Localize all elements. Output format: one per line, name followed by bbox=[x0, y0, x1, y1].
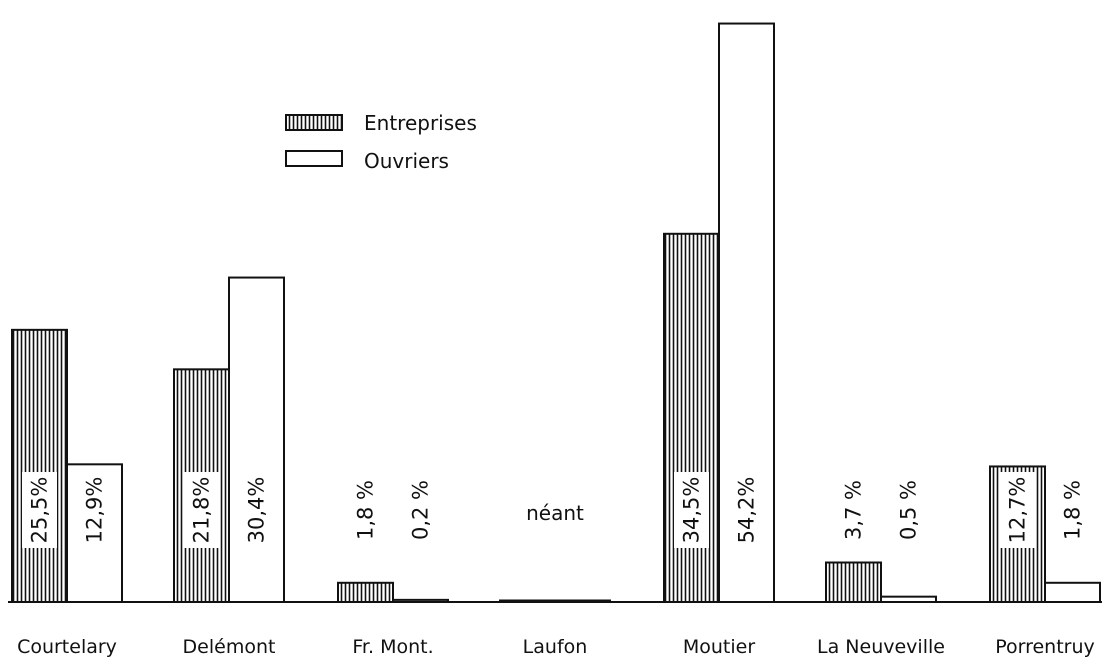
category-label-courtelary: Courtelary bbox=[17, 636, 117, 658]
data-label-backdrop bbox=[22, 472, 57, 548]
category-label-laufon: Laufon bbox=[523, 636, 588, 658]
data-label-backdrop bbox=[184, 472, 219, 548]
legend-swatch-ouvriers bbox=[285, 150, 343, 167]
category-label-porrentruy: Porrentruy bbox=[995, 636, 1095, 658]
data-label-entreprises-fr-mont: 1,8 % bbox=[354, 480, 378, 540]
category-label-delemont: Delémont bbox=[183, 636, 276, 658]
category-label-fr-mont: Fr. Mont. bbox=[352, 636, 433, 658]
bar-ouvriers-courtelary bbox=[66, 463, 123, 603]
legend: Entreprises Ouvriers bbox=[285, 111, 477, 173]
legend-label-ouvriers: Ouvriers bbox=[364, 149, 449, 173]
data-label-entreprises-courtelary: 25,5% bbox=[28, 477, 52, 544]
data-label-ouvriers-courtelary: 12,9% bbox=[83, 477, 107, 544]
annotation-laufon: néant bbox=[526, 501, 584, 525]
category-label-moutier: Moutier bbox=[683, 636, 755, 658]
data-label-entreprises-la-neuveville: 3,7 % bbox=[842, 480, 866, 540]
data-label-backdrop bbox=[674, 472, 709, 548]
category-label-la-neuveville: La Neuveville bbox=[817, 636, 945, 658]
data-label-ouvriers-delemont: 30,4% bbox=[245, 477, 269, 544]
data-label-ouvriers-moutier: 54,2% bbox=[735, 477, 759, 544]
bar-ouvriers-porrentruy bbox=[1044, 581, 1101, 603]
bar-entreprises-la-neuveville bbox=[825, 561, 882, 604]
data-label-entreprises-moutier: 34,5% bbox=[680, 477, 704, 544]
data-label-entreprises-delemont: 21,8% bbox=[190, 477, 214, 544]
data-label-ouvriers-fr-mont: 0,2 % bbox=[409, 480, 433, 540]
data-label-entreprises-porrentruy: 12,7% bbox=[1006, 477, 1030, 544]
bar-ouvriers-moutier bbox=[718, 22, 775, 603]
bar-entreprises-fr-mont bbox=[337, 581, 394, 603]
bar-ouvriers-delemont bbox=[228, 276, 285, 603]
bar-entreprises-courtelary bbox=[11, 328, 68, 603]
data-label-backdrop bbox=[1000, 472, 1035, 548]
legend-swatch-entreprises bbox=[285, 114, 343, 131]
data-label-ouvriers-la-neuveville: 0,5 % bbox=[897, 480, 921, 540]
legend-label-entreprises: Entreprises bbox=[364, 111, 477, 135]
data-label-ouvriers-porrentruy: 1,8 % bbox=[1061, 480, 1085, 540]
